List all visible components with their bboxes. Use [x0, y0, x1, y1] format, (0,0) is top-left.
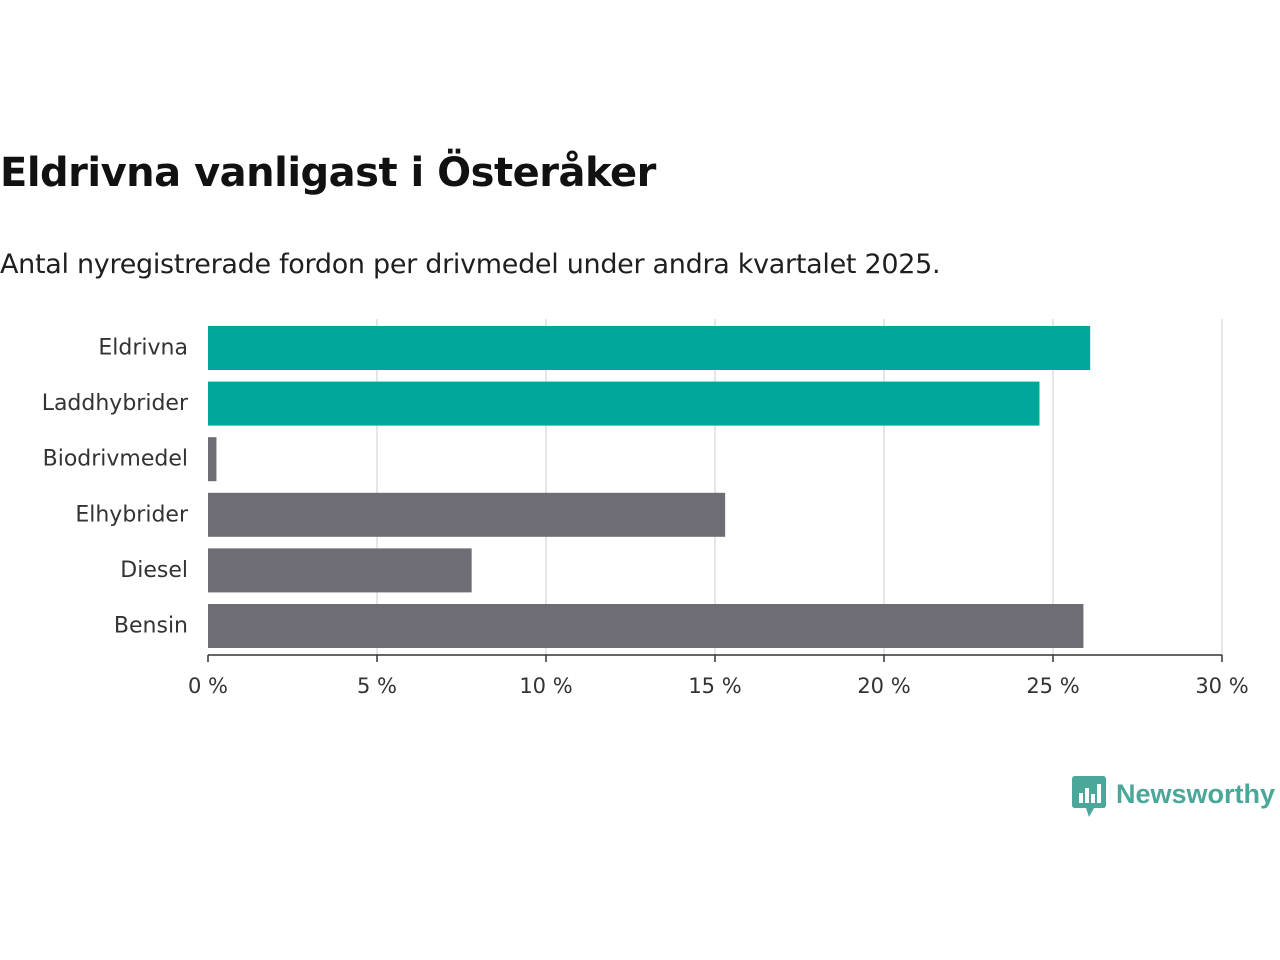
x-tick-label: 5 % [357, 674, 397, 698]
x-tick-label: 25 % [1026, 674, 1079, 698]
brand-name: Newsworthy [1116, 779, 1276, 809]
category-labels: Eldrivna Laddhybrider Biodrivmedel Elhybrid… [42, 336, 189, 639]
bar [208, 492, 726, 537]
category-label: Bensin [114, 614, 188, 639]
x-tick-label: 30 % [1195, 674, 1248, 698]
bar-chart-speech-bubble-icon [1072, 776, 1106, 817]
bar [208, 548, 472, 593]
chart-subtitle: Antal nyregistrerade fordon per drivmede… [0, 249, 941, 280]
bar [208, 437, 217, 482]
x-tick-label: 15 % [688, 674, 741, 698]
category-label: Biodrivmedel [43, 447, 188, 472]
category-label: Eldrivna [98, 336, 188, 361]
bar [208, 604, 1084, 648]
category-label: Laddhybrider [42, 391, 189, 416]
chart-title: Eldrivna vanligast i Österåker [0, 150, 656, 196]
grid-lines [376, 319, 1223, 655]
bar [208, 326, 1091, 370]
x-tick-label: 20 % [857, 674, 910, 698]
category-label: Elhybrider [75, 502, 189, 527]
x-tick-label: 0 % [188, 674, 228, 698]
x-axis: 0 % 5 % 10 % 15 % 20 % 25 % 30 % [188, 654, 1249, 698]
bar [208, 381, 1040, 426]
x-tick-label: 10 % [519, 674, 572, 698]
bars [208, 326, 1091, 648]
category-label: Diesel [120, 558, 188, 583]
brand-logo: Newsworthy [1072, 776, 1275, 818]
